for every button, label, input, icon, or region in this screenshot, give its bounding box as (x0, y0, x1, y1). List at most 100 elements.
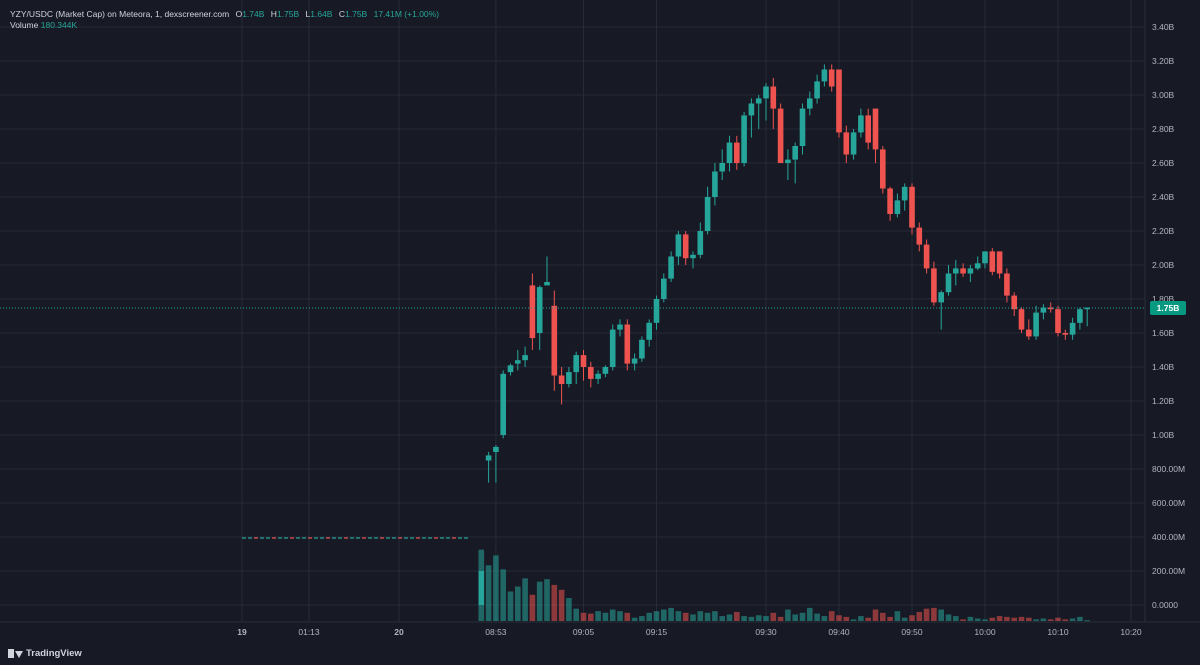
volume-bar (755, 615, 762, 621)
candle-body (887, 188, 893, 214)
grid (0, 0, 1145, 622)
y-tick-label: 600.00M (1152, 498, 1185, 508)
volume-bar (938, 609, 944, 621)
volume-bar (989, 617, 996, 621)
volume-bar (500, 569, 506, 621)
time-axis[interactable]: 19 01:13 20 08:53 09:05 09:15 09:30 09:40 09:50 1… (237, 627, 1142, 637)
volume-bar (682, 612, 689, 621)
candle-body (945, 273, 952, 293)
volume-bar (697, 611, 704, 621)
volume-bar (544, 579, 550, 621)
candle-body (1069, 322, 1076, 335)
candle-body (588, 367, 594, 379)
candle-body (602, 367, 609, 374)
legend-title: YZY/USDC (Market Cap) on Meteora, 1, dex… (10, 9, 230, 19)
volume-bar (960, 619, 966, 621)
candle-body (741, 115, 747, 163)
y-tick-label: 400.00M (1152, 532, 1185, 542)
x-tick-label: 10:10 (1047, 627, 1069, 637)
volume-bar (690, 614, 696, 621)
volume-bar (1026, 617, 1032, 621)
candle-body (734, 142, 740, 163)
volume-bar (507, 591, 514, 621)
candle-body (515, 360, 521, 364)
candle-body (529, 285, 536, 339)
legend-change: 17.41M (+1.00%) (373, 9, 440, 19)
candle-body (953, 268, 959, 274)
candle-body (814, 81, 820, 99)
candle-body (1040, 307, 1047, 313)
candle-body (807, 98, 813, 109)
candles (478, 64, 1090, 605)
x-tick-label: 20 (394, 627, 404, 637)
candle-body (996, 251, 1003, 274)
candle-body (500, 373, 506, 435)
volume-bar (609, 609, 616, 621)
candle-body (836, 69, 842, 133)
candle-body (617, 324, 623, 330)
candle-body (690, 254, 696, 259)
volume-bar (748, 616, 755, 621)
candle-body (828, 69, 835, 87)
candle-body (661, 278, 667, 299)
candle-body (974, 263, 981, 269)
candle-body (624, 324, 631, 364)
candle-body (894, 200, 901, 214)
volume-bar (734, 611, 740, 621)
volume-bar (1040, 618, 1047, 621)
volume-bar (1055, 617, 1061, 621)
tradingview-icon (8, 649, 23, 658)
volume-bar (923, 608, 930, 621)
candle-body (989, 251, 996, 272)
candle-body (719, 163, 725, 172)
volume-bar (1069, 618, 1076, 621)
volume-bar (916, 611, 923, 621)
volume-bar (953, 616, 959, 621)
volume-bar (726, 614, 733, 621)
volume-bar (850, 619, 857, 621)
candle-body (682, 234, 689, 259)
candle-body (755, 98, 762, 104)
volume-bar (1018, 616, 1025, 621)
candle-body (653, 299, 660, 323)
volume-bar (493, 555, 499, 621)
volume-bar (661, 609, 667, 621)
volume-bar (974, 618, 981, 621)
legend-high-label: H (270, 9, 277, 19)
volume-bar (1011, 617, 1017, 621)
y-tick-label: 1.80B (1152, 294, 1175, 304)
candle-body (967, 268, 974, 274)
y-tick-label: 800.00M (1152, 464, 1185, 474)
candle-body (704, 197, 711, 231)
volume-bar (639, 616, 645, 621)
candle-body (697, 231, 704, 255)
candle-body (609, 329, 616, 367)
candle-body (573, 355, 579, 373)
y-tick-label: 3.40B (1152, 22, 1175, 32)
price-axis[interactable]: 3.40B 3.20B 3.00B 2.80B 2.60B 2.40B 2.20B 2.00B… (1152, 22, 1185, 610)
volume-bar (909, 615, 915, 621)
volume-bar (1033, 619, 1039, 621)
legend-volume-row: Volume 180.344K (10, 20, 439, 31)
y-tick-label: 2.40B (1152, 192, 1175, 202)
volume-bar (865, 617, 871, 621)
tradingview-logo[interactable]: TradingView (8, 648, 82, 659)
candle-body (1018, 309, 1025, 330)
volume-bar (566, 598, 572, 621)
candle-body (1077, 309, 1083, 323)
legend-close-value: 1.75B (345, 9, 368, 19)
candle-body (880, 149, 886, 189)
y-tick-label: 1.00B (1152, 430, 1175, 440)
volume-bar (770, 612, 777, 621)
legend-open-value: 1.74B (242, 9, 265, 19)
volume-bar (887, 616, 893, 621)
volume-bar (675, 611, 682, 621)
candle-body (631, 358, 638, 364)
volume-bar (901, 617, 908, 621)
legend-low-value: 1.64B (310, 9, 333, 19)
candle-body (646, 322, 652, 340)
volume-bar (485, 565, 492, 621)
candle-body (493, 446, 499, 452)
candle-body (909, 186, 915, 228)
